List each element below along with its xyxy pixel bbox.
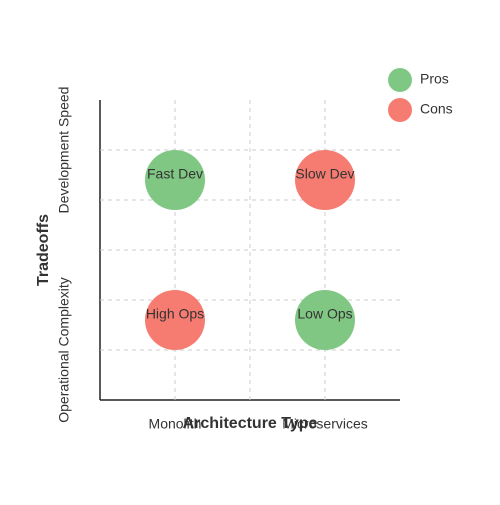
point-label: Low Ops bbox=[297, 306, 352, 322]
y-tick-label: Operational Complexity bbox=[56, 277, 72, 423]
point bbox=[145, 290, 205, 350]
x-tick-label: Monolith bbox=[149, 416, 202, 432]
point bbox=[145, 150, 205, 210]
y-axis-label: Tradeoffs bbox=[35, 214, 52, 286]
legend-label: Cons bbox=[420, 101, 453, 117]
legend-marker bbox=[388, 98, 412, 122]
point bbox=[295, 290, 355, 350]
point-label: High Ops bbox=[146, 306, 204, 322]
legend-marker bbox=[388, 68, 412, 92]
x-axis-label: Architecture Type bbox=[183, 415, 318, 432]
x-tick-label: Microservices bbox=[282, 416, 368, 432]
point-label: Slow Dev bbox=[295, 166, 354, 182]
y-tick-label: Development Speed bbox=[56, 87, 72, 214]
legend-label: Pros bbox=[420, 71, 449, 87]
point bbox=[295, 150, 355, 210]
point-label: Fast Dev bbox=[147, 166, 203, 182]
